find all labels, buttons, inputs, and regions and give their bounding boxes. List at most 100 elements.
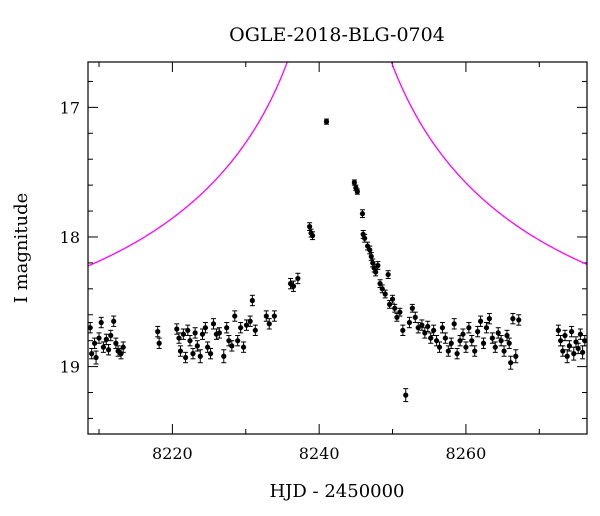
data-point <box>504 329 510 342</box>
data-marker <box>463 344 469 350</box>
data-point <box>177 345 184 357</box>
data-point <box>431 324 437 336</box>
data-point <box>562 329 568 342</box>
data-marker <box>113 340 119 346</box>
data-point <box>108 329 114 342</box>
data-point <box>266 318 272 330</box>
data-marker <box>190 351 196 357</box>
data-marker <box>486 316 493 322</box>
data-marker <box>489 335 495 341</box>
data-marker <box>98 319 104 326</box>
data-point <box>354 188 360 195</box>
data-marker <box>89 351 95 357</box>
data-marker <box>389 296 396 302</box>
y-axis-label: I magnitude <box>11 193 32 304</box>
data-marker <box>436 344 443 350</box>
data-marker <box>156 340 162 346</box>
data-marker <box>557 338 564 344</box>
data-point <box>232 310 238 322</box>
data-marker <box>240 344 247 350</box>
data-marker <box>466 325 472 331</box>
data-point <box>419 319 425 331</box>
data-point <box>469 334 475 347</box>
data-marker <box>224 325 230 331</box>
data-marker <box>120 344 126 350</box>
data-point <box>566 340 572 352</box>
data-marker <box>492 344 498 350</box>
data-marker <box>472 348 478 354</box>
data-marker <box>176 335 182 341</box>
x-tick-label: 8220 <box>152 444 193 463</box>
data-marker <box>566 343 572 349</box>
data-point <box>409 303 415 313</box>
data-marker <box>571 351 577 357</box>
data-marker <box>362 235 368 241</box>
data-point <box>557 334 564 347</box>
data-point <box>428 332 434 344</box>
data-point <box>575 342 581 355</box>
data-marker <box>368 253 374 260</box>
data-marker <box>108 332 114 339</box>
data-point <box>194 340 200 352</box>
data-point <box>571 346 577 361</box>
data-point <box>229 340 235 352</box>
data-point <box>252 324 258 336</box>
data-point <box>433 334 440 347</box>
data-marker <box>221 353 227 359</box>
data-point <box>568 325 575 338</box>
data-marker <box>309 233 316 239</box>
data-point <box>240 341 247 353</box>
data-point <box>439 322 446 334</box>
data-point <box>187 334 193 347</box>
data-marker <box>229 343 235 349</box>
data-point <box>190 347 196 360</box>
data-marker <box>266 321 272 327</box>
data-point <box>207 347 214 360</box>
data-marker <box>513 353 519 359</box>
data-marker <box>409 305 415 311</box>
data-marker <box>252 327 258 333</box>
data-marker <box>307 224 313 230</box>
data-marker <box>103 336 109 342</box>
data-marker <box>199 331 206 337</box>
data-marker <box>442 335 448 341</box>
data-marker <box>382 291 388 297</box>
data-marker <box>235 338 241 344</box>
data-point <box>466 322 472 334</box>
data-point <box>448 337 454 349</box>
data-point <box>501 345 507 357</box>
data-point <box>263 310 269 322</box>
data-point <box>197 349 203 364</box>
data-marker <box>508 360 514 366</box>
data-point <box>400 324 406 336</box>
data-point <box>271 310 277 322</box>
data-marker <box>295 275 301 282</box>
data-point <box>510 312 516 325</box>
y-tick-label: 17 <box>60 98 80 117</box>
data-marker <box>351 179 357 186</box>
data-marker <box>483 325 490 331</box>
data-marker <box>367 247 373 253</box>
data-marker <box>475 329 481 335</box>
data-marker <box>579 349 586 355</box>
data-marker <box>454 351 460 357</box>
data-point <box>397 307 403 317</box>
data-point <box>564 349 570 364</box>
data-point <box>403 388 409 403</box>
data-point <box>582 334 587 347</box>
data-marker <box>510 316 516 322</box>
data-point <box>182 351 189 364</box>
data-marker <box>460 331 466 337</box>
data-point <box>100 341 107 353</box>
data-point <box>93 350 99 365</box>
data-marker <box>480 340 487 346</box>
data-marker <box>232 313 238 319</box>
data-marker <box>174 326 180 332</box>
y-tick-label: 18 <box>60 228 80 247</box>
data-marker <box>323 119 330 125</box>
data-point <box>498 334 504 347</box>
data-marker <box>457 338 463 344</box>
data-point <box>98 316 104 329</box>
data-marker <box>194 343 200 349</box>
data-point <box>508 355 514 370</box>
